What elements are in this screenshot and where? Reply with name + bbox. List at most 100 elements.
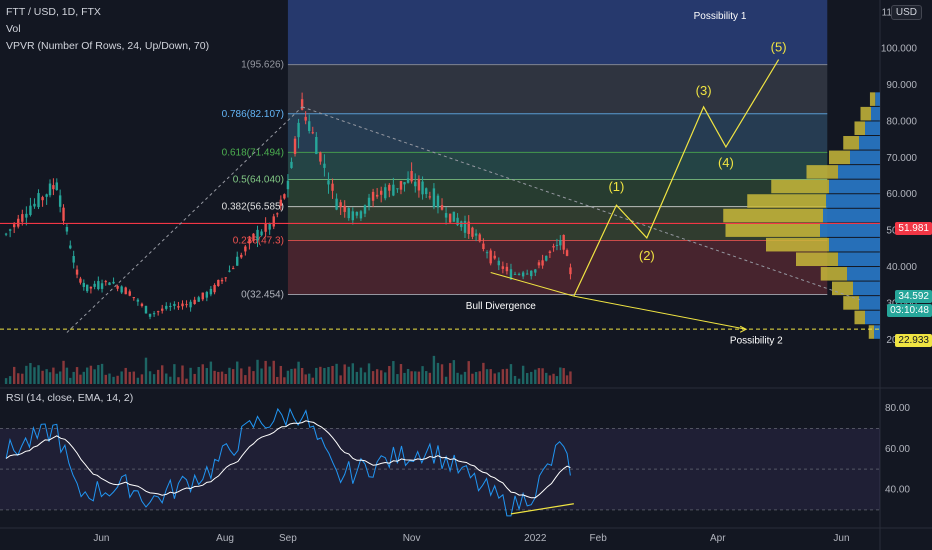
volume-bar [399, 364, 403, 384]
candle-body [82, 282, 86, 287]
volume-bar [315, 367, 318, 384]
volume-indicator-label[interactable]: Vol [6, 23, 21, 35]
arrow-head [739, 325, 748, 333]
volume-bar [392, 361, 395, 384]
volume-bar [185, 378, 188, 384]
fibonacci-retracement[interactable]: 1(95.626) 0.786(82.107) 0.618(71.494) 0.5(6… [222, 0, 828, 300]
price-tick-label: 70.000 [886, 153, 917, 164]
candle-body [485, 252, 489, 254]
candle-body [351, 211, 355, 221]
candle-body [58, 195, 62, 207]
volume-bar [367, 363, 371, 384]
volume-bar [456, 372, 459, 384]
candle-body [108, 282, 111, 286]
volume-profile [723, 92, 880, 339]
volume-bar [228, 367, 231, 384]
volume-bar [421, 366, 424, 384]
volume-bar [144, 357, 148, 384]
candle-body [552, 246, 555, 248]
volume-bar [256, 359, 259, 384]
volume-bar [432, 355, 436, 384]
descending-trendline [301, 106, 860, 301]
candle-body [482, 243, 485, 250]
candlestick-series [4, 92, 572, 320]
volume-bar [478, 371, 481, 384]
fib-zone-1 [287, 113, 828, 153]
candle-body [41, 197, 44, 201]
rsi-indicator-label[interactable]: RSI (14, close, EMA, 14, 2) [6, 392, 134, 404]
candle-body [367, 197, 371, 207]
candle-body [120, 286, 123, 293]
rsi-pane [0, 407, 880, 517]
drawings[interactable]: Bull Divergence Possibility 2 (1) (2) (3) (4)… [0, 40, 880, 347]
volume-bar [112, 376, 115, 384]
candle-body [224, 277, 227, 279]
candle-body [193, 299, 196, 305]
volume-bars [4, 355, 572, 384]
candle-body [497, 260, 501, 266]
vpvr-bar-up [829, 237, 880, 252]
wave-label: (1) [608, 179, 624, 194]
volume-bar [467, 361, 470, 384]
volume-bar [363, 372, 367, 384]
candle-body [525, 273, 529, 275]
volume-bar [297, 361, 300, 384]
currency-button[interactable]: USD [890, 5, 922, 20]
candle-body [256, 229, 259, 241]
volume-bar [474, 371, 478, 384]
volume-bar [132, 371, 136, 384]
candle-body [293, 138, 297, 154]
candle-body [136, 299, 140, 302]
volume-bar [79, 374, 82, 384]
volume-bar [308, 373, 311, 384]
candle-body [555, 244, 559, 246]
candle-body [189, 301, 192, 308]
volume-bar [213, 370, 216, 384]
volume-bar [62, 360, 65, 384]
rsi-divergence-line [510, 503, 574, 515]
candle-body [21, 214, 24, 222]
fib-level-label: 0.786(82.107) [222, 109, 284, 120]
vpvr-indicator-label[interactable]: VPVR (Number Of Rows, 24, Up/Down, 70) [6, 40, 210, 52]
volume-bar [351, 363, 355, 384]
volume-bar [384, 372, 387, 384]
vpvr-bar-up [871, 106, 880, 121]
candle-body [260, 231, 263, 236]
candle-body [562, 234, 565, 250]
candle-body [290, 161, 293, 168]
volume-bar [252, 371, 255, 384]
rsi-line [5, 407, 571, 517]
symbol-title[interactable]: FTT / USD, 1D, FTX [6, 6, 101, 18]
volume-bar [128, 371, 131, 384]
volume-bar [452, 360, 456, 384]
fib-zone-3 [287, 179, 828, 207]
wave-label: (2) [639, 248, 655, 263]
candle-body [521, 272, 525, 277]
vpvr-bar-up [859, 136, 880, 150]
volume-bar [33, 367, 36, 384]
candle-body [72, 256, 75, 263]
volume-bar [521, 365, 525, 384]
possibility-2-arrow [573, 295, 747, 330]
volume-bar [37, 365, 40, 384]
candle-body [396, 188, 399, 190]
candle-body [456, 217, 459, 226]
volume-bar [177, 377, 180, 384]
volume-bar [460, 374, 463, 384]
volume-bar [97, 365, 100, 384]
candle-body [300, 99, 304, 110]
candle-body [505, 266, 509, 272]
volume-bar [555, 376, 559, 384]
candle-body [448, 213, 452, 223]
price-tick-label: 60.000 [886, 189, 917, 200]
volume-bar [489, 369, 492, 384]
candle-body [432, 188, 436, 208]
volume-bar [513, 375, 517, 384]
candle-body [335, 198, 338, 210]
candle-body [339, 202, 342, 208]
volume-bar [209, 361, 213, 384]
fib-level-label: 0(32.454) [241, 289, 284, 300]
volume-bar [248, 366, 251, 384]
volume-bar [485, 369, 489, 384]
